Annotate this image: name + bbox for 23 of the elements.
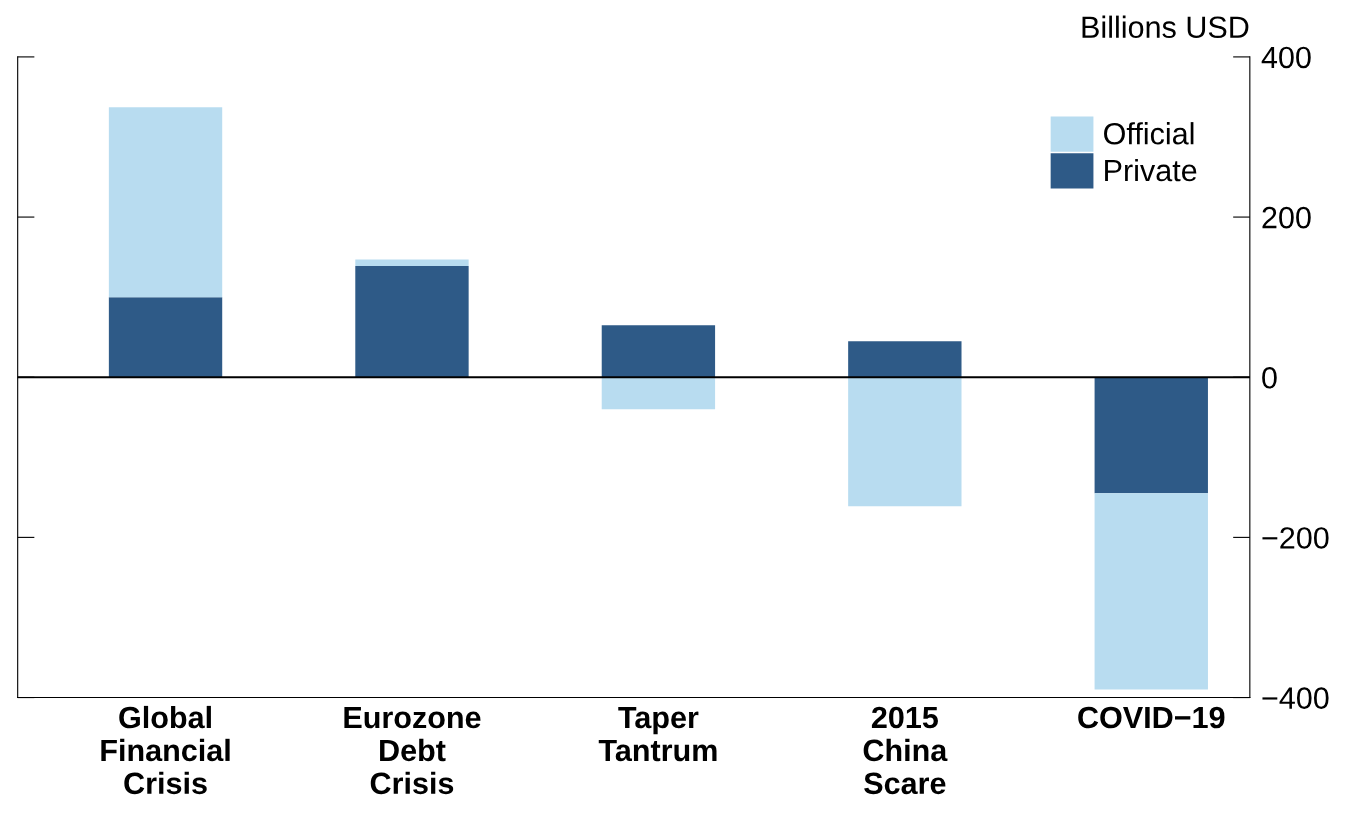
bar: [848, 341, 962, 378]
bar: [1094, 377, 1208, 494]
y-axis-title: Billions USD: [1082, 15, 1249, 39]
bar: [108, 107, 223, 298]
x-tick-label: Global Financial Crisis: [101, 705, 230, 795]
legend-label: Private: [1105, 158, 1197, 182]
x-tick-label: 2015 China Scare: [863, 706, 948, 795]
bar: [355, 259, 469, 266]
bar: [601, 325, 716, 378]
y-tick-label: 200: [1262, 206, 1311, 229]
bar: [848, 377, 962, 507]
legend-label: Official: [1104, 122, 1194, 145]
x-tick-label: COVID−19: [1078, 706, 1225, 729]
bar: [108, 297, 223, 378]
y-tick-label: −400: [1262, 687, 1329, 709]
bar: [601, 377, 716, 410]
bar: [1094, 493, 1208, 690]
y-tick-label: 0: [1262, 366, 1277, 389]
y-tick-label: −200: [1262, 527, 1329, 549]
x-tick-label: Taper Tantrum: [598, 707, 717, 762]
bar: [355, 265, 469, 378]
x-tick-label: Eurozone Debt Crisis: [344, 707, 481, 795]
y-tick-label: 400: [1261, 46, 1311, 69]
